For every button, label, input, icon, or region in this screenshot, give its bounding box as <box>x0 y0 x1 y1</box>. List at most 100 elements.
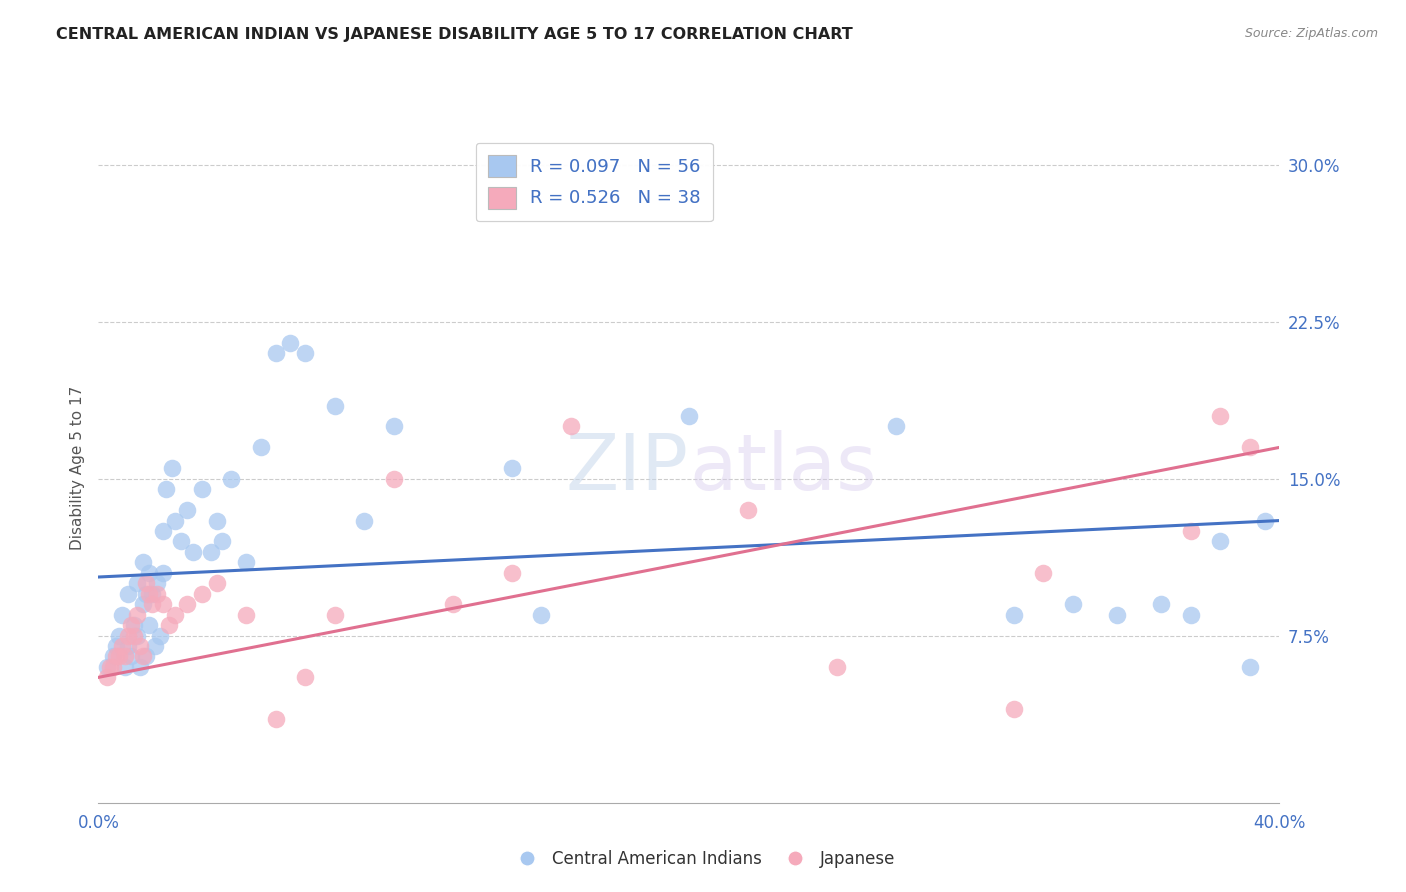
Point <box>162 461 183 475</box>
Point <box>103 660 125 674</box>
Point <box>323 399 346 413</box>
Point <box>191 482 214 496</box>
Point <box>138 618 160 632</box>
Point <box>117 587 139 601</box>
Point <box>200 545 222 559</box>
Point <box>111 607 134 622</box>
Legend: R = 0.097   N = 56, R = 0.526   N = 38: R = 0.097 N = 56, R = 0.526 N = 38 <box>475 143 713 221</box>
Point <box>1150 597 1173 611</box>
Point <box>96 660 118 674</box>
Point <box>382 419 405 434</box>
Point <box>1239 441 1261 455</box>
Point <box>235 607 257 622</box>
Point <box>108 628 131 642</box>
Point <box>884 419 907 434</box>
Point <box>1180 607 1202 622</box>
Point <box>117 639 139 653</box>
Point <box>108 649 131 664</box>
Text: ZIP: ZIP <box>567 430 689 507</box>
Point <box>323 607 346 622</box>
Point <box>1002 702 1025 716</box>
Point <box>678 409 700 423</box>
Point <box>382 472 405 486</box>
Point <box>170 534 193 549</box>
Point <box>105 649 128 664</box>
Point <box>181 545 204 559</box>
Point <box>191 587 214 601</box>
Point <box>125 607 148 622</box>
Point <box>128 660 150 674</box>
Point <box>143 639 166 653</box>
Point <box>117 628 139 642</box>
Point <box>152 524 174 538</box>
Text: atlas: atlas <box>689 430 876 507</box>
Point <box>103 649 125 664</box>
Point <box>1062 597 1084 611</box>
Point <box>1032 566 1054 580</box>
Point <box>176 503 198 517</box>
Point <box>278 335 302 350</box>
Point <box>235 555 257 569</box>
Legend: Central American Indians, Japanese: Central American Indians, Japanese <box>503 844 903 875</box>
Point <box>138 587 160 601</box>
Point <box>128 639 150 653</box>
Point <box>501 566 523 580</box>
Point <box>152 597 174 611</box>
Point <box>141 597 163 611</box>
Point <box>135 649 157 664</box>
Point <box>122 628 145 642</box>
Point <box>120 618 142 632</box>
Point <box>132 555 155 569</box>
Point <box>105 639 128 653</box>
Point <box>146 587 169 601</box>
Point <box>157 618 180 632</box>
Point <box>264 346 287 360</box>
Point <box>1105 607 1128 622</box>
Point <box>114 649 136 664</box>
Point <box>141 587 163 601</box>
Point <box>125 576 148 591</box>
Point <box>441 597 464 611</box>
Point <box>122 618 145 632</box>
Text: Source: ZipAtlas.com: Source: ZipAtlas.com <box>1244 27 1378 40</box>
Point <box>294 670 316 684</box>
Point <box>1180 524 1202 538</box>
Point <box>211 534 233 549</box>
Point <box>165 514 187 528</box>
Point <box>530 607 553 622</box>
Point <box>135 576 157 591</box>
Point <box>98 660 121 674</box>
Point <box>825 660 848 674</box>
Point <box>205 514 228 528</box>
Point <box>111 639 134 653</box>
Point <box>96 670 118 684</box>
Point <box>114 660 136 674</box>
Point <box>176 597 198 611</box>
Y-axis label: Disability Age 5 to 17: Disability Age 5 to 17 <box>69 386 84 550</box>
Point <box>353 514 375 528</box>
Point <box>294 346 316 360</box>
Point <box>219 472 242 486</box>
Point <box>1209 534 1232 549</box>
Point <box>560 419 582 434</box>
Point <box>132 597 155 611</box>
Point <box>152 566 174 580</box>
Point <box>205 576 228 591</box>
Point <box>1002 607 1025 622</box>
Point <box>501 461 523 475</box>
Point <box>165 607 187 622</box>
Point <box>264 712 287 726</box>
Point <box>1254 514 1277 528</box>
Point <box>149 628 172 642</box>
Point <box>155 482 177 496</box>
Point <box>250 441 273 455</box>
Point <box>1209 409 1232 423</box>
Point <box>1239 660 1261 674</box>
Point <box>146 576 169 591</box>
Point <box>135 587 157 601</box>
Point <box>125 628 148 642</box>
Point <box>138 566 160 580</box>
Point <box>132 649 155 664</box>
Point <box>737 503 759 517</box>
Point <box>120 649 142 664</box>
